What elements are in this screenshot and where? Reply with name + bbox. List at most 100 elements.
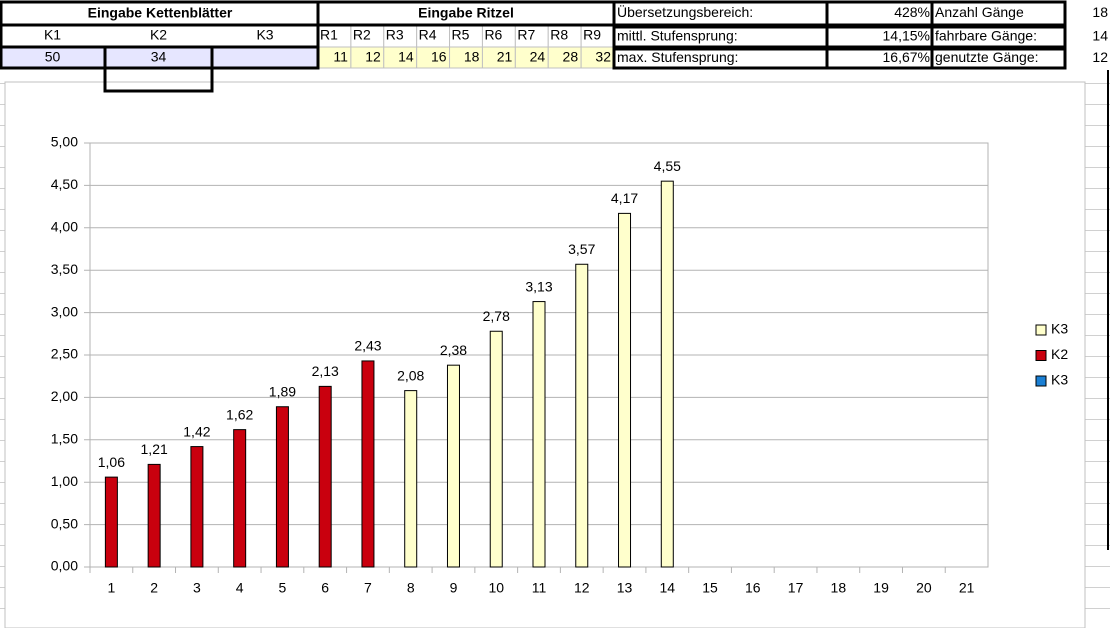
gear-label: fahrbare Gänge: [935,28,1037,44]
y-tick-label: 1,00 [51,473,78,489]
x-tick-label: 14 [659,580,675,596]
cell-border [930,25,1067,49]
x-tick-label: 16 [745,580,761,596]
y-tick-label: 2,50 [51,346,78,362]
sprocket-title: Eingabe Ritzel [418,5,514,21]
legend-label: K2 [1051,346,1068,362]
cell-border [930,0,1067,27]
cell-label: R8 [550,27,568,43]
cell-value: 28 [563,49,579,65]
y-tick-label: 4,50 [51,176,78,192]
x-tick-label: 6 [321,580,329,596]
data-label: 1,21 [141,441,168,457]
x-tick-label: 9 [450,580,458,596]
x-tick-label: 11 [532,580,547,596]
cell-value: 14 [398,49,414,65]
stat-value: 16,67% [883,49,930,65]
data-label: 1,06 [98,454,125,470]
x-tick-label: 10 [488,580,504,596]
stat-label: mittl. Stufensprung: [617,28,738,44]
x-tick-label: 2 [150,580,158,596]
cell-value: 16 [431,49,447,65]
y-tick-label: 2,00 [51,388,78,404]
data-label: 1,89 [269,383,296,399]
gear-label: Anzahl Gänge [935,4,1024,20]
cell-label: K3 [256,27,273,43]
stat-value: 428% [894,4,930,20]
data-label: 2,13 [312,363,339,379]
x-tick-label: 1 [107,580,115,596]
data-label: 3,57 [568,241,595,257]
bar [361,360,375,568]
y-tick-label: 0,00 [51,558,78,574]
cell-border [103,45,214,93]
stat-label: max. Stufensprung: [617,49,738,65]
bar [575,263,589,568]
x-tick-label: 5 [279,580,287,596]
cell-border [930,47,1067,70]
legend-swatch [1035,324,1047,336]
bar [190,446,204,568]
legend-swatch [1035,375,1047,387]
bar [233,429,247,568]
y-tick-label: 3,50 [51,261,78,277]
cell [211,46,319,69]
cell-label: R7 [517,27,535,43]
cell-label: R6 [484,27,502,43]
data-label: 3,13 [525,278,552,294]
bar [660,180,674,568]
gear-value: 14 [1092,28,1108,44]
bar [404,390,418,568]
cell-value: 34 [151,49,167,65]
cell-value: 12 [365,49,381,65]
y-tick-label: 4,00 [51,219,78,235]
x-tick-label: 13 [617,580,633,596]
cell-label: R5 [452,27,470,43]
data-label: 2,78 [483,308,510,324]
legend-swatch [1035,350,1047,361]
x-tick-label: 18 [831,580,847,596]
legend-label: K3 [1051,321,1068,337]
y-tick-label: 3,00 [51,303,78,319]
gear-label: genutzte Gänge: [935,49,1039,65]
legend-label: K3 [1051,372,1068,388]
y-tick-label: 1,50 [51,431,78,447]
x-tick-label: 3 [193,580,201,596]
x-tick-label: 12 [574,580,590,596]
data-label: 2,43 [354,338,381,354]
cell-value: 11 [333,49,348,65]
y-tick-label: 5,00 [51,134,78,150]
cell-value: 24 [530,49,546,65]
cell-value: 18 [464,49,480,65]
x-tick-label: 19 [873,580,889,596]
x-tick-label: 17 [788,580,804,596]
cell-label: R4 [419,27,437,43]
bar [147,463,161,568]
stat-value: 14,15% [883,28,930,44]
x-tick-label: 4 [236,580,244,596]
data-label: 4,55 [654,158,681,174]
y-tick-label: 0,50 [51,515,78,531]
bar [618,212,632,568]
data-label: 1,62 [226,406,253,422]
cell-value: 32 [595,49,611,65]
cell-label: R3 [386,27,404,43]
x-tick-label: 7 [364,580,372,596]
cell-label: R2 [353,27,371,43]
gear-value: 18 [1092,4,1108,20]
data-label: 1,42 [183,423,210,439]
cell-label: K1 [44,27,61,43]
x-tick-label: 15 [702,580,718,596]
bar [104,476,118,568]
gear-value: 12 [1092,49,1108,65]
bar [489,330,503,568]
cell-label: K2 [150,27,167,43]
x-tick-label: 20 [916,580,932,596]
x-tick-label: 21 [959,580,975,596]
x-tick-label: 8 [407,580,415,596]
data-label: 2,38 [440,342,467,358]
stat-label: Übersetzungsbereich: [617,3,753,20]
data-label: 4,17 [611,190,638,206]
cell-value: 21 [497,49,513,65]
